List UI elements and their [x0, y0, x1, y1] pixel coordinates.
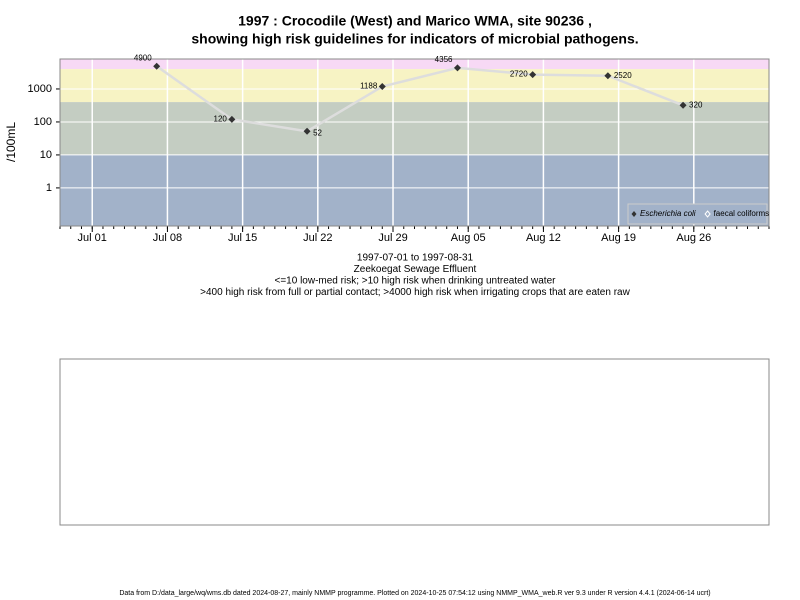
subtitle: >400 high risk from full or partial cont… [200, 287, 630, 298]
x-tick-label: Jul 22 [303, 232, 332, 244]
data-point [378, 82, 386, 90]
data-label: 320 [689, 100, 703, 109]
legend-item: faecal coliforms [704, 209, 770, 218]
y-tick-label: 100 [34, 116, 52, 128]
data-label: 120 [214, 114, 228, 123]
x-tick-label: Jul 08 [153, 232, 182, 244]
x-tick-label: Aug 05 [451, 232, 486, 244]
y-tick-label: 1000 [28, 83, 52, 95]
chart-title: 1997 : Crocodile (West) and Marico WMA, … [238, 13, 592, 29]
data-point [529, 71, 537, 79]
data-point [228, 115, 236, 123]
x-tick-label: Aug 26 [676, 232, 711, 244]
data-label: 1188 [360, 82, 378, 91]
y-tick-label: 10 [40, 149, 52, 161]
legend-symbol [704, 210, 711, 218]
risk-band [60, 102, 769, 155]
x-tick-label: Jul 15 [228, 232, 257, 244]
data-label: 4356 [435, 55, 453, 64]
risk-band [60, 59, 769, 70]
footer: Data from D:/data_large/wq/wms.db dated … [119, 590, 710, 597]
x-tick-label: Aug 12 [526, 232, 561, 244]
data-label: 4900 [134, 53, 152, 62]
data-label: 52 [313, 128, 322, 137]
subtitle: <=10 low-med risk; >10 high risk when dr… [275, 276, 557, 287]
legend-symbol [631, 211, 637, 217]
x-tick-label: Aug 19 [601, 232, 636, 244]
data-label: 2520 [614, 71, 632, 80]
legend: Escherichia coli faecal coliforms [627, 203, 770, 225]
data-point [153, 62, 161, 70]
subtitle: 1997-07-01 to 1997-08-31 [357, 253, 474, 264]
subtitle: Zeekoegat Sewage Effluent [354, 264, 477, 275]
data-point [303, 127, 311, 135]
data-point [453, 64, 461, 72]
data-point [679, 101, 687, 109]
empty-panel [59, 358, 770, 526]
legend-box [627, 203, 768, 225]
legend-label: Escherichia coli [640, 209, 696, 218]
x-tick-label: Jul 01 [78, 232, 107, 244]
legend-item: Escherichia coli [631, 209, 696, 218]
y-axis-label: /100mL [4, 122, 18, 162]
data-label: 2720 [510, 70, 528, 79]
plot-frame [59, 58, 770, 227]
risk-band [60, 69, 769, 103]
legend-label: faecal coliforms [714, 209, 770, 218]
data-point [604, 72, 612, 80]
x-tick-label: Jul 29 [378, 232, 407, 244]
y-tick-label: 1 [46, 182, 52, 194]
series-line [155, 65, 684, 133]
chart-title: showing high risk guidelines for indicat… [191, 31, 638, 47]
